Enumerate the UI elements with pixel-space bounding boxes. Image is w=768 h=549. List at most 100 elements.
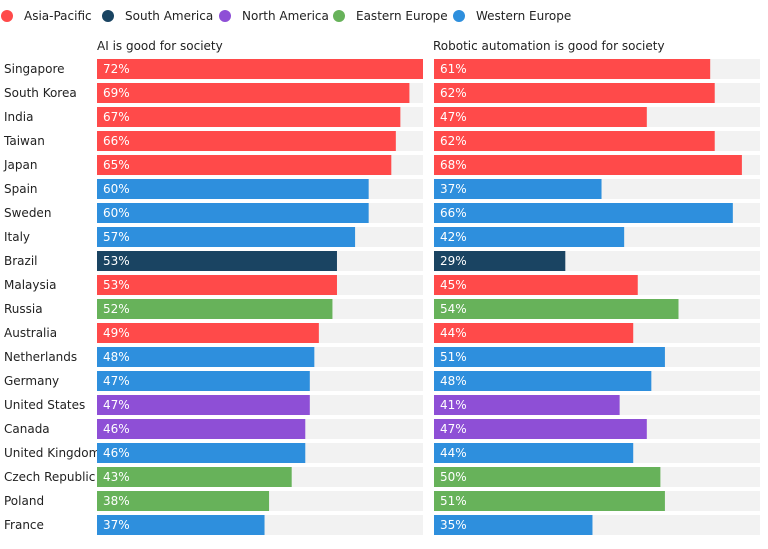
bar	[97, 299, 333, 319]
bar	[434, 83, 715, 103]
bar-value-label: 57%	[103, 230, 130, 244]
bar	[434, 227, 625, 247]
category-label-6: Sweden	[4, 206, 51, 220]
bar-value-label: 49%	[103, 326, 130, 340]
category-label-16: United Kingdom	[4, 446, 100, 460]
bar-value-label: 50%	[440, 470, 467, 484]
legend-swatch-2	[219, 10, 231, 22]
bar-value-label: 37%	[103, 518, 130, 532]
bar	[434, 179, 602, 199]
bar	[97, 323, 319, 343]
bar	[97, 83, 410, 103]
bar-value-label: 66%	[440, 206, 467, 220]
bar-value-label: 29%	[440, 254, 467, 268]
panel-title-0: AI is good for society	[97, 39, 223, 53]
legend-label-3: Eastern Europe	[356, 9, 448, 23]
bar	[434, 371, 652, 391]
bar	[97, 203, 369, 223]
bar-value-label: 62%	[440, 134, 467, 148]
bar-value-label: 37%	[440, 182, 467, 196]
category-label-2: India	[4, 110, 33, 124]
bar-value-label: 47%	[440, 422, 467, 436]
category-label-5: Spain	[4, 182, 38, 196]
category-label-0: Singapore	[4, 62, 65, 76]
bar-value-label: 62%	[440, 86, 467, 100]
bar	[434, 491, 665, 511]
bar-value-label: 44%	[440, 446, 467, 460]
bar	[434, 347, 665, 367]
bar	[97, 491, 270, 511]
bar	[434, 419, 647, 439]
category-label-19: France	[4, 518, 44, 532]
bar	[97, 515, 265, 535]
legend-label-4: Western Europe	[476, 9, 571, 23]
bar-value-label: 47%	[103, 374, 130, 388]
bar	[434, 515, 593, 535]
bar-value-label: 51%	[440, 350, 467, 364]
bar	[434, 299, 679, 319]
category-label-15: Canada	[4, 422, 50, 436]
category-label-4: Japan	[3, 158, 37, 172]
category-label-1: South Korea	[4, 86, 77, 100]
bar-value-label: 48%	[103, 350, 130, 364]
bar	[97, 467, 292, 487]
legend-swatch-3	[333, 10, 345, 22]
bar	[434, 107, 647, 127]
bar	[434, 395, 620, 415]
legend-swatch-0	[1, 10, 13, 22]
bar	[434, 155, 742, 175]
bar	[97, 227, 356, 247]
category-label-8: Brazil	[4, 254, 38, 268]
bar-value-label: 38%	[103, 494, 130, 508]
legend-label-1: South America	[125, 9, 213, 23]
bar-value-label: 72%	[103, 62, 130, 76]
bar-value-label: 67%	[103, 110, 130, 124]
category-label-11: Australia	[4, 326, 57, 340]
panel-title-1: Robotic automation is good for society	[433, 39, 665, 53]
bar	[97, 395, 310, 415]
bar-value-label: 54%	[440, 302, 467, 316]
bar-value-label: 53%	[103, 278, 130, 292]
bar-value-label: 46%	[103, 446, 130, 460]
bar	[97, 107, 401, 127]
legend-label-2: North America	[242, 9, 329, 23]
category-label-17: Czech Republic	[4, 470, 95, 484]
bar-value-label: 60%	[103, 182, 130, 196]
bar	[97, 275, 337, 295]
category-label-13: Germany	[4, 374, 59, 388]
bar-value-label: 65%	[103, 158, 130, 172]
category-label-14: United States	[4, 398, 85, 412]
bar-value-label: 60%	[103, 206, 130, 220]
category-label-9: Malaysia	[4, 278, 56, 292]
bar-value-label: 35%	[440, 518, 467, 532]
bar-value-label: 51%	[440, 494, 467, 508]
category-label-7: Italy	[4, 230, 30, 244]
bar	[97, 59, 423, 79]
bar-value-label: 69%	[103, 86, 130, 100]
category-label-18: Poland	[4, 494, 44, 508]
bar	[97, 347, 315, 367]
bar-value-label: 48%	[440, 374, 467, 388]
bar	[97, 155, 392, 175]
bar	[97, 443, 306, 463]
bar-value-label: 42%	[440, 230, 467, 244]
category-label-3: Taiwan	[3, 134, 45, 148]
bar	[97, 251, 337, 271]
bar-value-label: 41%	[440, 398, 467, 412]
bar-value-label: 45%	[440, 278, 467, 292]
bar-value-label: 47%	[103, 398, 130, 412]
bar	[434, 275, 638, 295]
bar-value-label: 52%	[103, 302, 130, 316]
bar-value-label: 66%	[103, 134, 130, 148]
bar-value-label: 53%	[103, 254, 130, 268]
bar-value-label: 44%	[440, 326, 467, 340]
bar-value-label: 47%	[440, 110, 467, 124]
bar	[434, 323, 634, 343]
bar	[434, 203, 733, 223]
bar-value-label: 46%	[103, 422, 130, 436]
legend-label-0: Asia-Pacific	[24, 9, 92, 23]
bar	[97, 371, 310, 391]
bar	[434, 251, 566, 271]
bar	[434, 467, 661, 487]
